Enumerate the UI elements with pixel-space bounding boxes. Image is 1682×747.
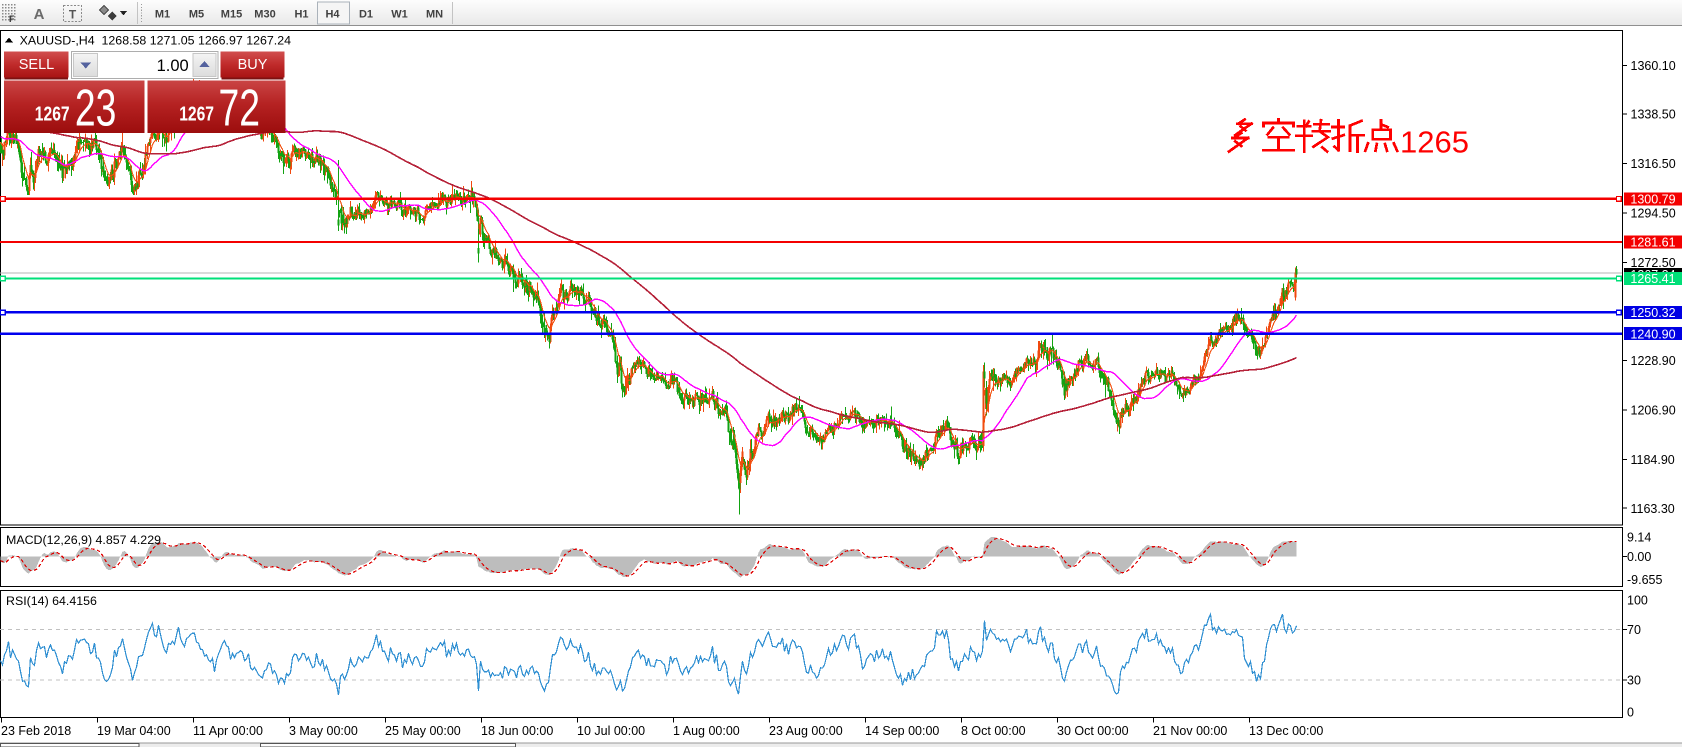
svg-text:A: A [34,6,45,23]
svg-text:1267: 1267 [179,104,214,126]
svg-text:10 Jul 00:00: 10 Jul 00:00 [577,724,645,738]
svg-text:0.00: 0.00 [1627,550,1651,564]
svg-text:1265.41: 1265.41 [1630,272,1675,286]
svg-text:M30: M30 [254,9,275,21]
svg-text:M1: M1 [155,9,170,21]
svg-text:D1: D1 [359,9,373,21]
svg-text:14 Sep 00:00: 14 Sep 00:00 [865,724,939,738]
svg-text:3 May 00:00: 3 May 00:00 [289,724,358,738]
svg-text:1240.90: 1240.90 [1630,327,1675,341]
svg-text:9.14: 9.14 [1627,530,1651,544]
svg-text:M15: M15 [221,9,242,21]
svg-text:F: F [9,14,15,24]
svg-text:21 Nov 00:00: 21 Nov 00:00 [1153,724,1227,738]
svg-text:0: 0 [1627,705,1634,719]
svg-text:SELL: SELL [19,57,54,73]
svg-text:1316.50: 1316.50 [1631,157,1676,171]
svg-text:H4: H4 [325,9,340,21]
svg-text:30: 30 [1627,673,1641,687]
svg-text:BUY: BUY [238,57,268,73]
svg-text:H1: H1 [294,9,308,21]
svg-text:19 Mar 04:00: 19 Mar 04:00 [97,724,171,738]
svg-text:-9.655: -9.655 [1627,573,1662,587]
svg-text:70: 70 [1627,623,1641,637]
svg-text:100: 100 [1627,593,1648,607]
svg-text:MN: MN [426,9,443,21]
svg-text:W1: W1 [391,9,408,21]
svg-text:1360.10: 1360.10 [1631,59,1676,73]
svg-text:M5: M5 [189,9,204,21]
svg-text:1163.30: 1163.30 [1631,502,1675,516]
svg-text:25 May 00:00: 25 May 00:00 [385,724,461,738]
svg-text:1300.79: 1300.79 [1630,193,1675,207]
svg-text:1184.90: 1184.90 [1631,453,1675,467]
svg-text:RSI(14) 64.4156: RSI(14) 64.4156 [6,594,97,608]
svg-text:1.00: 1.00 [157,57,189,75]
svg-text:23 Aug 00:00: 23 Aug 00:00 [769,724,843,738]
svg-text:MACD(12,26,9) 4.857 4.229: MACD(12,26,9) 4.857 4.229 [6,533,161,547]
svg-text:1281.61: 1281.61 [1630,236,1675,250]
svg-text:XAUUSD-,H4 1268.58 1271.05 12: XAUUSD-,H4 1268.58 1271.05 1266.97 1267.… [20,34,292,48]
svg-text:T: T [69,8,77,22]
svg-text:23: 23 [75,79,117,137]
svg-text:11 Apr 00:00: 11 Apr 00:00 [193,724,263,738]
svg-text:1 Aug 00:00: 1 Aug 00:00 [673,724,740,738]
svg-text:1294.50: 1294.50 [1631,207,1676,221]
svg-text:18 Jun 00:00: 18 Jun 00:00 [481,724,553,738]
svg-text:1228.90: 1228.90 [1631,354,1676,368]
svg-text:1272.50: 1272.50 [1631,256,1676,270]
svg-text:1250.32: 1250.32 [1630,306,1675,320]
svg-text:1338.50: 1338.50 [1631,108,1676,122]
svg-text:1206.90: 1206.90 [1631,404,1676,418]
svg-text:72: 72 [219,79,261,137]
svg-text:1265: 1265 [1400,125,1469,160]
svg-text:13 Dec 00:00: 13 Dec 00:00 [1249,724,1323,738]
svg-text:30 Oct 00:00: 30 Oct 00:00 [1057,724,1129,738]
svg-text:1267: 1267 [35,104,70,126]
svg-text:8 Oct 00:00: 8 Oct 00:00 [961,724,1026,738]
svg-text:23 Feb 2018: 23 Feb 2018 [1,724,71,738]
